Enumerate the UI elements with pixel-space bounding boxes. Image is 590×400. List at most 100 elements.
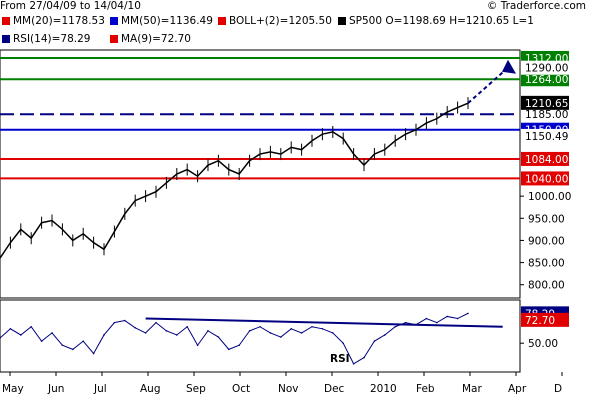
rsi-panel-frame xyxy=(0,299,521,373)
target-arrow-head xyxy=(502,59,516,74)
rsi-point-28 xyxy=(290,328,293,330)
rsi-point-10 xyxy=(103,334,105,336)
month-label-10: Mar xyxy=(462,383,482,395)
price-tick-label-2: 900.00 xyxy=(528,235,565,247)
price-tick-label-1: 850.00 xyxy=(528,258,565,270)
rsi-point-12 xyxy=(124,319,126,322)
legend-mm20-label: MM(20)=1178.53 xyxy=(13,15,105,27)
copyright: © Traderforce.com xyxy=(486,0,586,12)
legend-ma9-label: MA(9)=72.70 xyxy=(121,33,191,45)
rsi-point-25 xyxy=(259,325,261,328)
rsi-point-23 xyxy=(238,344,240,347)
rsi-point-7 xyxy=(72,348,74,351)
rsi-point-30 xyxy=(311,325,313,328)
rsi-point-17 xyxy=(176,334,178,336)
rsi-tick-label-0: 50.00 xyxy=(528,338,558,350)
rsi-point-18 xyxy=(186,325,188,328)
legend-ma9: MA(9)=72.70 xyxy=(110,33,191,45)
level-tag-4: 1040.00 xyxy=(525,173,568,185)
month-label-7: Dec xyxy=(324,383,345,395)
rsi-point-6 xyxy=(61,344,64,347)
rsi-panel-label: RSI xyxy=(330,353,350,365)
month-label-5: Oct xyxy=(232,383,250,395)
rsi-point-22 xyxy=(228,348,230,351)
price-tick-label-3: 950.00 xyxy=(528,213,565,225)
level-tag-1: 1264.00 xyxy=(525,74,568,86)
dashed-level-tag: 1185.00 xyxy=(525,109,568,121)
month-label-11: Apr xyxy=(508,383,527,395)
rsi-point-24 xyxy=(248,330,251,332)
rsi-point-37 xyxy=(384,334,386,336)
legend-rsi: RSI(14)=78.29 xyxy=(2,33,90,45)
date-range: From 27/04/09 to 14/04/10 xyxy=(0,0,141,12)
rsi-point-5 xyxy=(51,332,53,334)
level-tag-3: 1084.00 xyxy=(525,154,568,166)
sp500-swatch xyxy=(338,17,346,25)
price-tag-1: 1150.49 xyxy=(525,131,568,143)
level-tag-bg-4 xyxy=(521,171,569,186)
rsi-tag-bg-1 xyxy=(521,312,569,327)
rsi-point-34 xyxy=(352,362,355,365)
legend-mm20: MM(20)=1178.53 xyxy=(2,15,105,27)
rsi-swatch xyxy=(2,35,10,43)
rsi-point-11 xyxy=(113,321,116,324)
mm50-swatch xyxy=(110,17,118,25)
rsi-point-33 xyxy=(342,342,345,345)
legend-boll-label: BOLL+(2)=1205.50 xyxy=(229,15,332,27)
rsi-point-44 xyxy=(456,317,459,320)
rsi-point-9 xyxy=(92,352,95,355)
rsi-point-26 xyxy=(269,332,272,334)
rsi-point-13 xyxy=(134,326,136,329)
mm20-swatch xyxy=(2,17,10,25)
month-label-6: Nov xyxy=(278,383,299,395)
rsi-point-15 xyxy=(155,321,157,324)
month-label-9: Feb xyxy=(416,383,435,395)
rsi-trendline xyxy=(145,317,503,328)
rsi-point-45 xyxy=(467,312,469,315)
level-tag-bg-1 xyxy=(521,72,569,87)
rsi-point-16 xyxy=(165,330,168,332)
month-label-12: D xyxy=(554,383,562,395)
price-tick-label-4: 1000.00 xyxy=(528,191,571,203)
rsi-tag-1: 72.70 xyxy=(525,315,555,327)
price-tag-bg-0 xyxy=(521,95,569,110)
rsi-point-4 xyxy=(40,340,43,342)
month-label-3: Aug xyxy=(140,383,161,395)
rsi-point-2 xyxy=(20,334,22,336)
rsi-point-39 xyxy=(404,321,407,324)
rsi-point-19 xyxy=(196,344,199,347)
rsi-point-31 xyxy=(321,328,324,330)
rsi-point-20 xyxy=(207,330,209,332)
rsi-point-29 xyxy=(300,332,303,334)
month-label-1: Jun xyxy=(47,383,64,395)
price-tag-bg-2 xyxy=(521,60,569,75)
target-arrow-line xyxy=(467,66,509,104)
boll-swatch xyxy=(218,17,226,25)
legend-sp500-label: SP500 O=1198.69 H=1210.65 L=1 xyxy=(349,15,534,27)
rsi-point-1 xyxy=(9,328,12,330)
rsi-point-41 xyxy=(425,317,428,320)
price-tag-0: 1210.65 xyxy=(525,98,568,110)
rsi-point-14 xyxy=(144,332,147,334)
rsi-point-36 xyxy=(373,340,376,342)
level-tag-bg-3 xyxy=(521,151,569,166)
ma9-swatch xyxy=(110,35,118,43)
price-series-line xyxy=(0,102,469,259)
rsi-point-38 xyxy=(394,325,397,328)
legend-sp500: SP500 O=1198.69 H=1210.65 L=1 xyxy=(338,15,534,27)
month-label-2: Jul xyxy=(93,383,107,395)
legend-mm50-label: MM(50)=1136.49 xyxy=(121,15,213,27)
rsi-point-21 xyxy=(217,336,220,338)
price-tag-bg-1 xyxy=(521,128,569,143)
rsi-point-43 xyxy=(446,315,449,318)
rsi-point-27 xyxy=(280,336,282,338)
month-label-8: 2010 xyxy=(370,383,397,395)
month-label-0: May xyxy=(2,383,24,395)
rsi-point-35 xyxy=(363,356,365,359)
month-label-4: Sep xyxy=(186,383,206,395)
rsi-series-line xyxy=(0,312,469,365)
legend-mm50: MM(50)=1136.49 xyxy=(110,15,213,27)
rsi-point-3 xyxy=(30,325,32,328)
dashed-level-tag-bg xyxy=(521,107,569,122)
